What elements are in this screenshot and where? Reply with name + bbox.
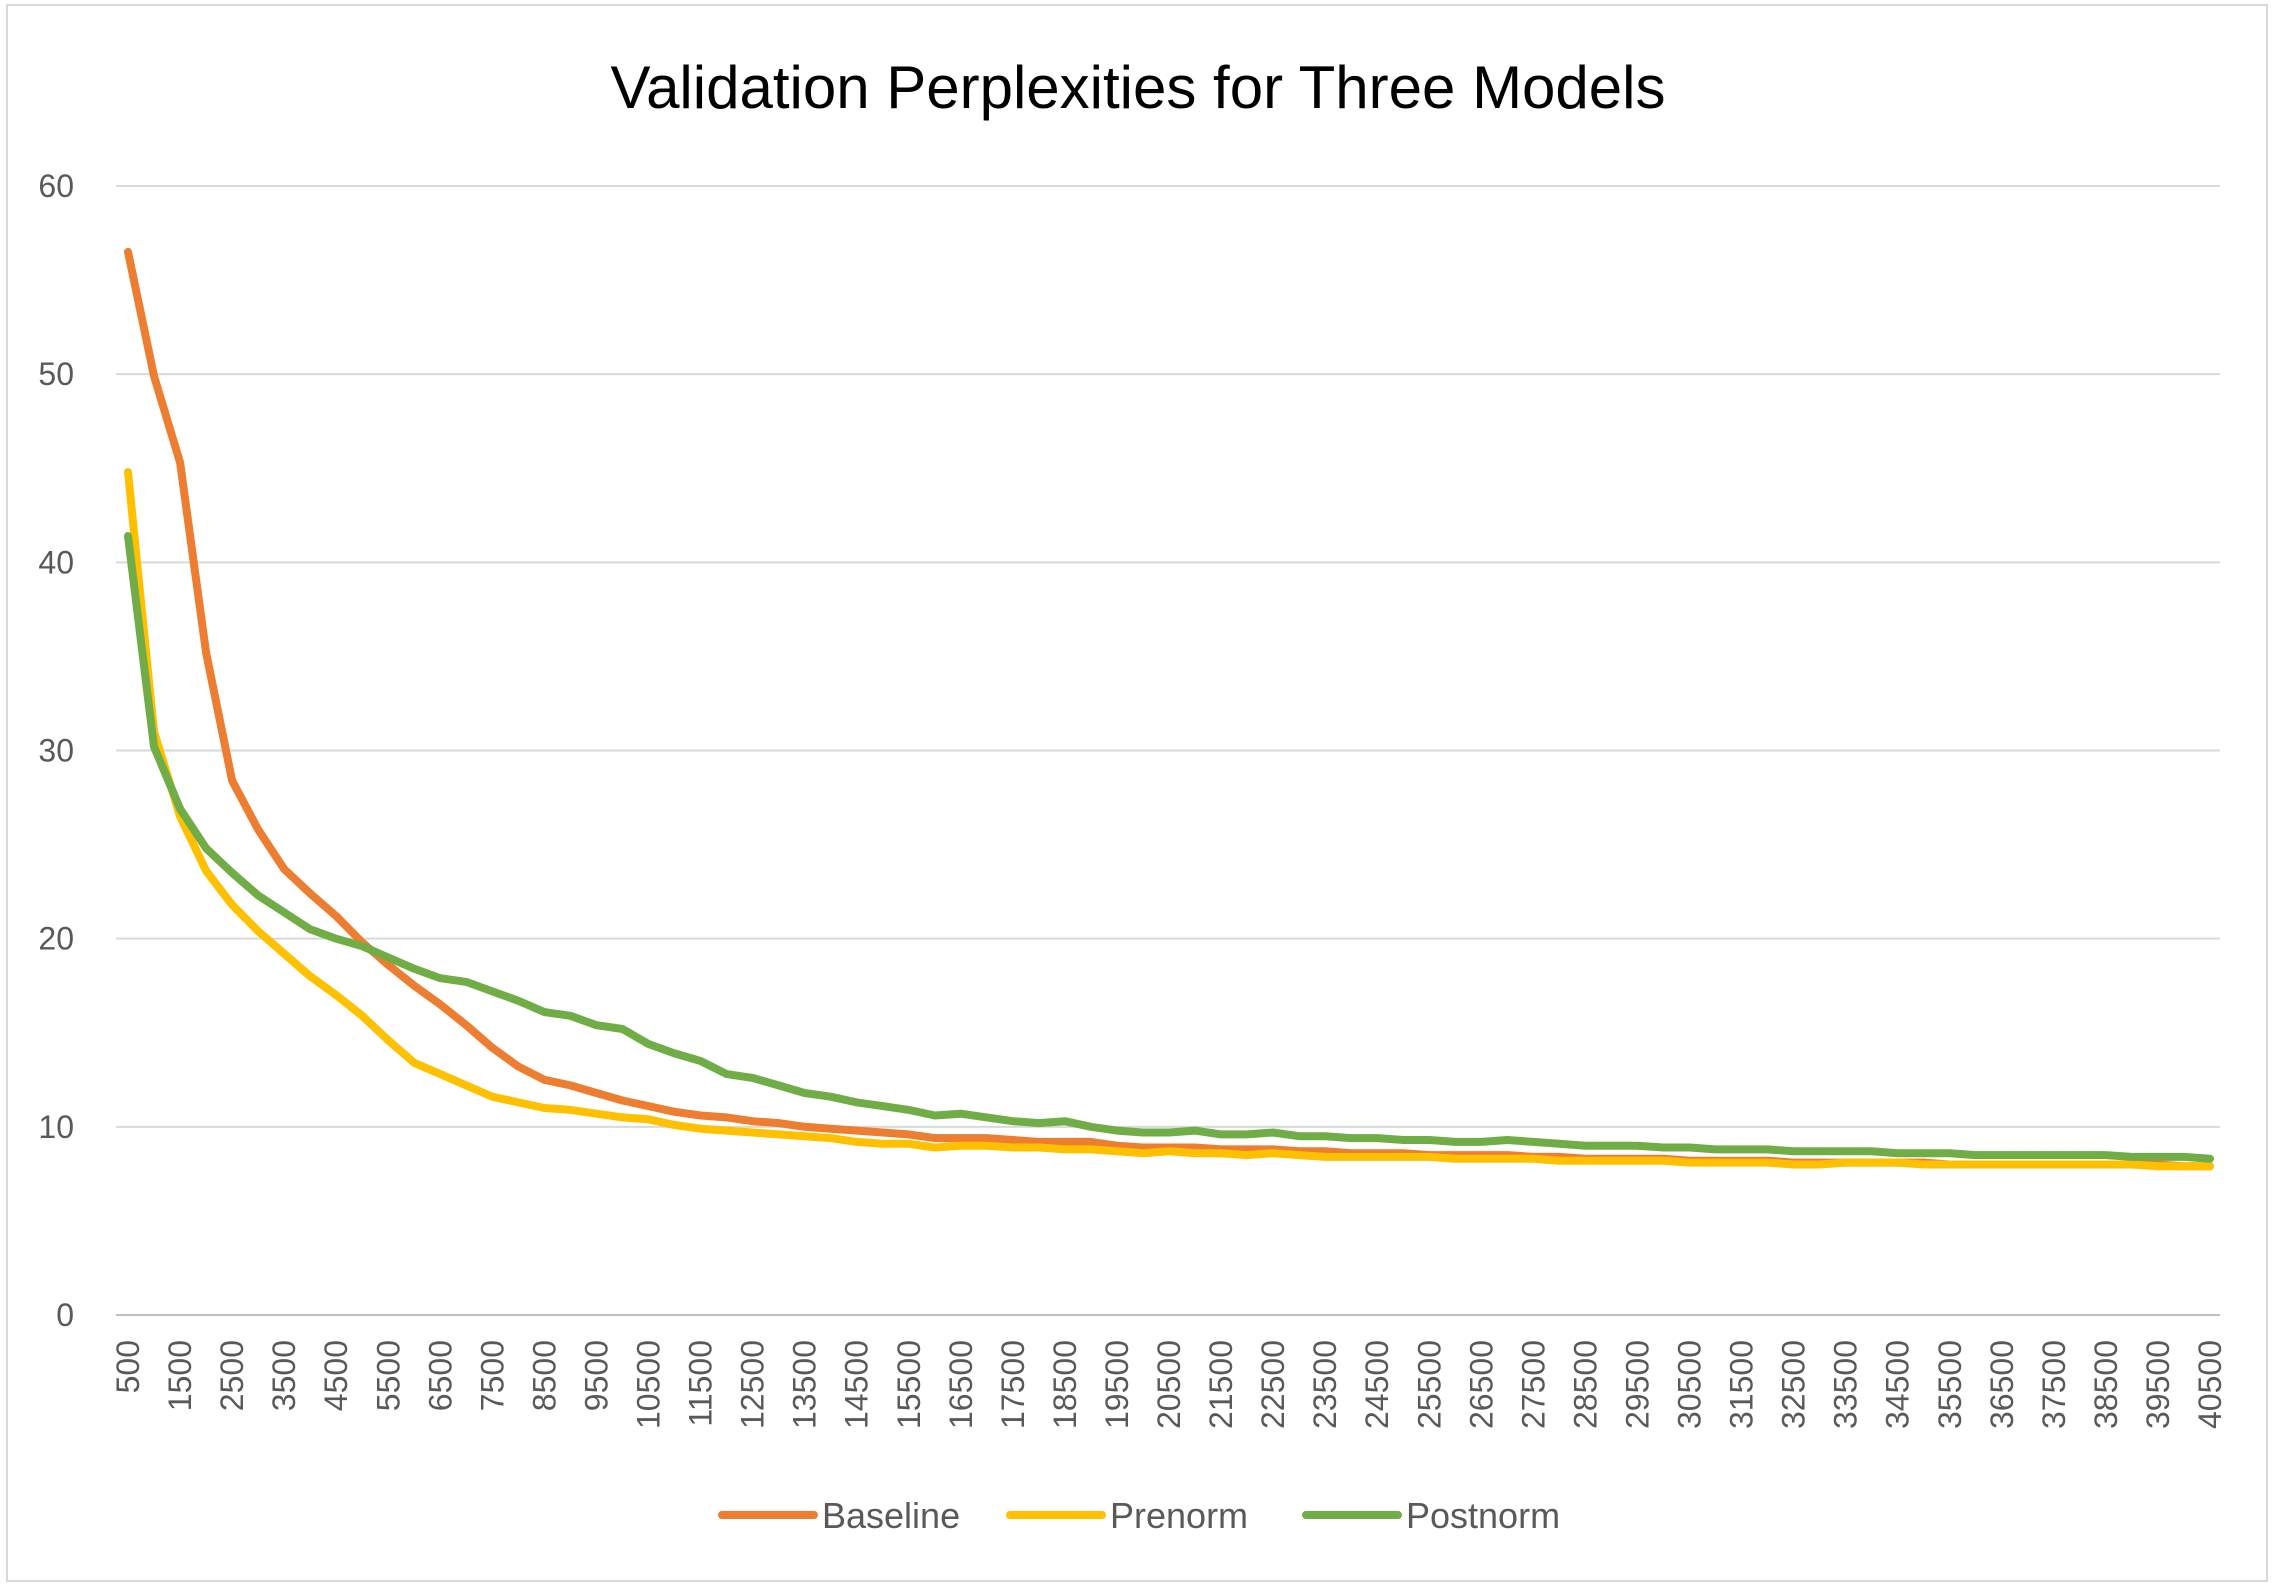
x-tick-label: 1500 xyxy=(162,1340,198,1411)
legend-label-baseline: Baseline xyxy=(822,1495,960,1536)
x-tick-label: 15500 xyxy=(891,1340,927,1429)
y-tick-label: 40 xyxy=(38,544,74,580)
x-tick-label: 40500 xyxy=(2192,1340,2228,1429)
x-axis-tick-labels: 500 1500 2500 3500 4500 5500 6500 7500 8500 9500 1… xyxy=(110,1340,2228,1429)
gridlines xyxy=(116,185,2220,1316)
x-tick-label: 27500 xyxy=(1515,1340,1551,1429)
x-tick-label: 21500 xyxy=(1203,1340,1239,1429)
x-tick-label: 32500 xyxy=(1776,1340,1812,1429)
x-tick-label: 4500 xyxy=(318,1340,354,1411)
series-line-baseline xyxy=(124,247,2214,1171)
x-tick-label: 20500 xyxy=(1151,1340,1187,1429)
x-tick-label: 25500 xyxy=(1411,1340,1447,1429)
chart-title: Validation Perplexities for Three Models xyxy=(611,54,1666,121)
x-tick-label: 37500 xyxy=(2036,1340,2072,1429)
x-tick-label: 31500 xyxy=(1724,1340,1760,1429)
x-tick-label: 13500 xyxy=(787,1340,823,1429)
x-tick-label: 3500 xyxy=(266,1340,302,1411)
x-tick-label: 39500 xyxy=(2140,1340,2176,1429)
y-tick-label: 30 xyxy=(38,733,74,769)
x-tick-label: 2500 xyxy=(214,1340,250,1411)
x-tick-label: 19500 xyxy=(1099,1340,1135,1429)
x-tick-label: 28500 xyxy=(1567,1340,1603,1429)
x-tick-label: 500 xyxy=(110,1340,146,1393)
x-tick-label: 5500 xyxy=(370,1340,406,1411)
x-tick-label: 12500 xyxy=(735,1340,771,1429)
x-tick-label: 9500 xyxy=(578,1340,614,1411)
y-tick-label: 20 xyxy=(38,921,74,957)
x-tick-label: 29500 xyxy=(1619,1340,1655,1429)
x-tick-label: 30500 xyxy=(1672,1340,1708,1429)
y-tick-label: 50 xyxy=(38,356,74,392)
y-tick-label: 0 xyxy=(56,1297,74,1333)
y-tick-label: 60 xyxy=(38,168,74,204)
x-tick-label: 26500 xyxy=(1463,1340,1499,1429)
x-tick-label: 8500 xyxy=(526,1340,562,1411)
x-tick-label: 6500 xyxy=(422,1340,458,1411)
x-tick-label: 36500 xyxy=(1984,1340,2020,1429)
chart-frame xyxy=(6,4,2268,1582)
x-tick-label: 38500 xyxy=(2088,1340,2124,1429)
x-tick-label: 23500 xyxy=(1307,1340,1343,1429)
x-tick-label: 14500 xyxy=(839,1340,875,1429)
y-axis-tick-labels: 0 10 20 30 40 50 60 xyxy=(38,168,74,1333)
y-tick-label: 10 xyxy=(38,1109,74,1145)
series-line-prenorm xyxy=(124,468,2214,1171)
x-tick-label: 24500 xyxy=(1359,1340,1395,1429)
x-tick-label: 18500 xyxy=(1047,1340,1083,1429)
x-tick-label: 11500 xyxy=(683,1340,719,1427)
x-tick-label: 33500 xyxy=(1828,1340,1864,1429)
x-tick-label: 10500 xyxy=(631,1340,667,1429)
x-tick-label: 35500 xyxy=(1932,1340,1968,1429)
x-tick-label: 16500 xyxy=(943,1340,979,1429)
series-line-postnorm xyxy=(124,532,2214,1163)
x-tick-label: 17500 xyxy=(995,1340,1031,1429)
x-tick-label: 22500 xyxy=(1255,1340,1291,1429)
x-tick-label: 7500 xyxy=(474,1340,510,1411)
x-tick-label: 34500 xyxy=(1880,1340,1916,1429)
legend: Baseline Prenorm Postnorm xyxy=(718,1495,1560,1536)
series-lines xyxy=(124,247,2214,1171)
legend-label-postnorm: Postnorm xyxy=(1406,1495,1560,1536)
legend-label-prenorm: Prenorm xyxy=(1110,1495,1248,1536)
